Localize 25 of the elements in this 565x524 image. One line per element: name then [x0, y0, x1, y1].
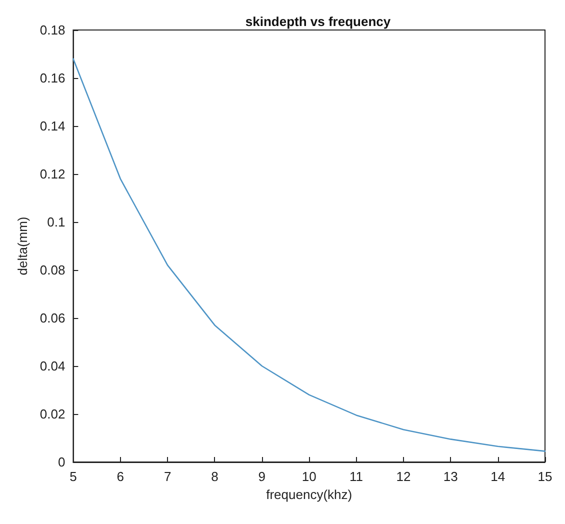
x-tick-label: 8 [211, 469, 218, 484]
y-tick-label: 0.04 [40, 358, 66, 374]
y-tick-label: 0.02 [40, 406, 66, 422]
y-tick-label: 0.1 [47, 214, 66, 230]
chart-title: skindepth vs frequency [245, 14, 392, 29]
y-tick-label: 0.16 [40, 70, 66, 86]
y-tick-label: 0.18 [40, 22, 66, 38]
x-tick-label: 14 [490, 469, 506, 484]
y-tick-label: 0.06 [40, 310, 66, 326]
y-tick-label: 0.08 [40, 262, 66, 278]
x-tick-label: 12 [396, 469, 411, 484]
y-tick-label: 0 [58, 454, 66, 470]
x-axis-title: frequency(khz) [266, 486, 352, 502]
x-tick-label: 6 [116, 469, 124, 484]
line-series [72, 58, 546, 452]
x-tick-label: 7 [164, 469, 172, 484]
x-tick-label: 15 [538, 469, 552, 484]
y-axis-title: delta(mm) [15, 216, 30, 276]
y-tick-label: 0.14 [40, 118, 66, 134]
x-tick-label: 13 [443, 469, 458, 484]
y-tick-label: 0.12 [40, 166, 66, 182]
x-tick-label: 5 [70, 469, 77, 484]
x-tick-label: 10 [302, 469, 316, 484]
x-tick-label: 11 [350, 469, 364, 484]
x-tick-label: 9 [258, 469, 266, 484]
